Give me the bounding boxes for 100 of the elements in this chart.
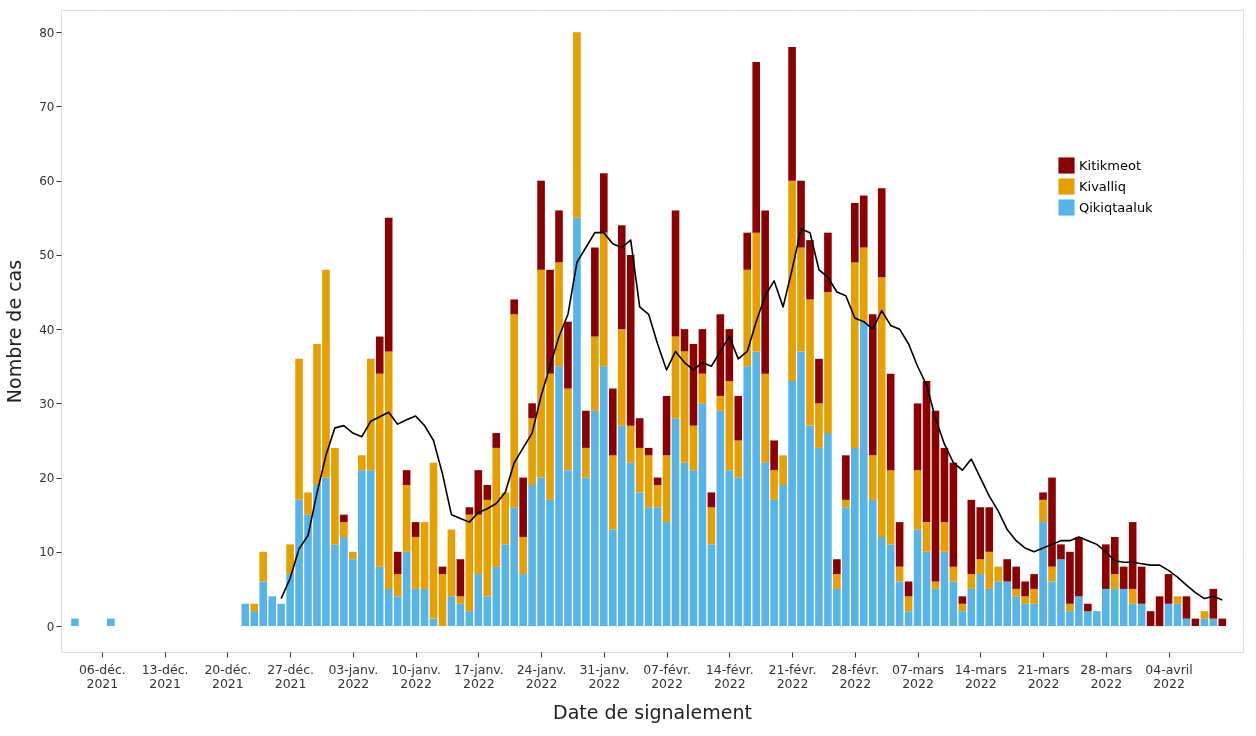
bar — [886, 373, 895, 471]
y-axis-title: Nombre de cas — [3, 259, 26, 404]
bar — [286, 544, 294, 575]
bar — [716, 395, 725, 411]
bar — [734, 395, 743, 441]
bar — [904, 581, 913, 597]
bar — [617, 329, 626, 426]
bar — [349, 551, 357, 560]
x-tick-label: 14-févr. 2022 — [705, 661, 754, 691]
bar — [564, 388, 572, 471]
bar — [546, 269, 554, 374]
bar — [653, 507, 662, 627]
bar — [1164, 574, 1173, 604]
x-tick-label: 17-janv. 2022 — [453, 661, 504, 691]
bar — [788, 47, 796, 181]
bar — [698, 373, 707, 404]
x-tick-label: 04-avril 2022 — [1145, 661, 1193, 691]
y-tick-label: 0 — [46, 619, 55, 634]
bar — [761, 373, 769, 463]
bar — [689, 470, 698, 627]
bar — [689, 343, 698, 426]
bar — [465, 507, 474, 515]
bar — [833, 574, 841, 589]
bar — [600, 173, 608, 233]
bar — [815, 358, 823, 404]
x-tick-label: 07-févr. 2022 — [643, 661, 691, 691]
bar — [1084, 603, 1092, 612]
bar — [698, 403, 707, 627]
y-tick-label: 30 — [39, 396, 55, 411]
bar — [340, 514, 348, 523]
bar — [519, 536, 527, 575]
x-tick-label: 24-janv. 2022 — [516, 661, 567, 691]
x-tick-label: 21-févr. 2022 — [768, 661, 817, 691]
bar — [402, 470, 411, 486]
bar — [913, 470, 922, 530]
bar — [913, 529, 922, 627]
bar — [582, 410, 590, 448]
bar — [465, 611, 474, 627]
bar — [922, 551, 931, 627]
bar — [904, 611, 913, 627]
bar — [456, 596, 465, 604]
bar — [662, 522, 671, 627]
bar — [1039, 499, 1047, 523]
bar — [895, 581, 904, 627]
y-tick-label: 20 — [39, 471, 55, 486]
bar — [958, 596, 967, 604]
bar — [833, 559, 841, 575]
y-tick-label: 70 — [39, 99, 55, 114]
bar — [662, 395, 671, 456]
bar — [591, 247, 599, 337]
bar — [1146, 611, 1155, 627]
y-tick-label: 50 — [39, 248, 55, 263]
bar — [671, 210, 680, 337]
bar — [1137, 566, 1146, 604]
bar — [259, 551, 267, 582]
bar — [1110, 574, 1119, 589]
bar — [662, 455, 671, 523]
bar — [644, 507, 653, 627]
bar — [931, 410, 940, 582]
bar — [393, 551, 402, 575]
bar — [71, 618, 79, 627]
bar — [411, 588, 420, 627]
bar — [402, 485, 411, 552]
bar — [528, 403, 536, 419]
x-tick-label: 31-janv. 2022 — [579, 661, 630, 691]
bar — [653, 485, 662, 508]
x-tick-label: 28-févr. 2022 — [831, 661, 880, 691]
bar — [1200, 611, 1209, 619]
bar — [393, 574, 402, 597]
bar — [429, 462, 438, 619]
bar — [770, 440, 778, 471]
line-series — [280, 228, 1224, 601]
y-tick-label: 10 — [39, 545, 55, 560]
bar — [824, 232, 832, 293]
bar — [555, 210, 563, 263]
bar — [680, 351, 689, 463]
x-tick-label: 07-mars 2022 — [892, 661, 944, 691]
bar — [904, 596, 913, 612]
x-tick-label: 06-déc. 2021 — [78, 661, 126, 691]
bar — [949, 462, 958, 567]
legend-label: Kitikmeot — [1079, 157, 1142, 173]
bar — [743, 232, 752, 270]
bar — [958, 611, 967, 627]
bar — [537, 180, 545, 270]
bar — [886, 544, 895, 627]
bar — [689, 425, 698, 471]
bar — [107, 618, 115, 627]
bar — [420, 588, 429, 627]
bar — [1012, 588, 1020, 597]
bar — [967, 574, 976, 589]
bar — [608, 455, 617, 530]
bar — [842, 499, 850, 508]
legend-label: Kivalliq — [1079, 178, 1126, 194]
bar — [465, 514, 474, 612]
x-tick-label: 28-mars 2022 — [1080, 661, 1133, 691]
bar — [868, 314, 877, 456]
bar — [949, 581, 958, 627]
bar — [564, 321, 572, 389]
bar — [1173, 596, 1182, 604]
bar — [555, 262, 563, 367]
